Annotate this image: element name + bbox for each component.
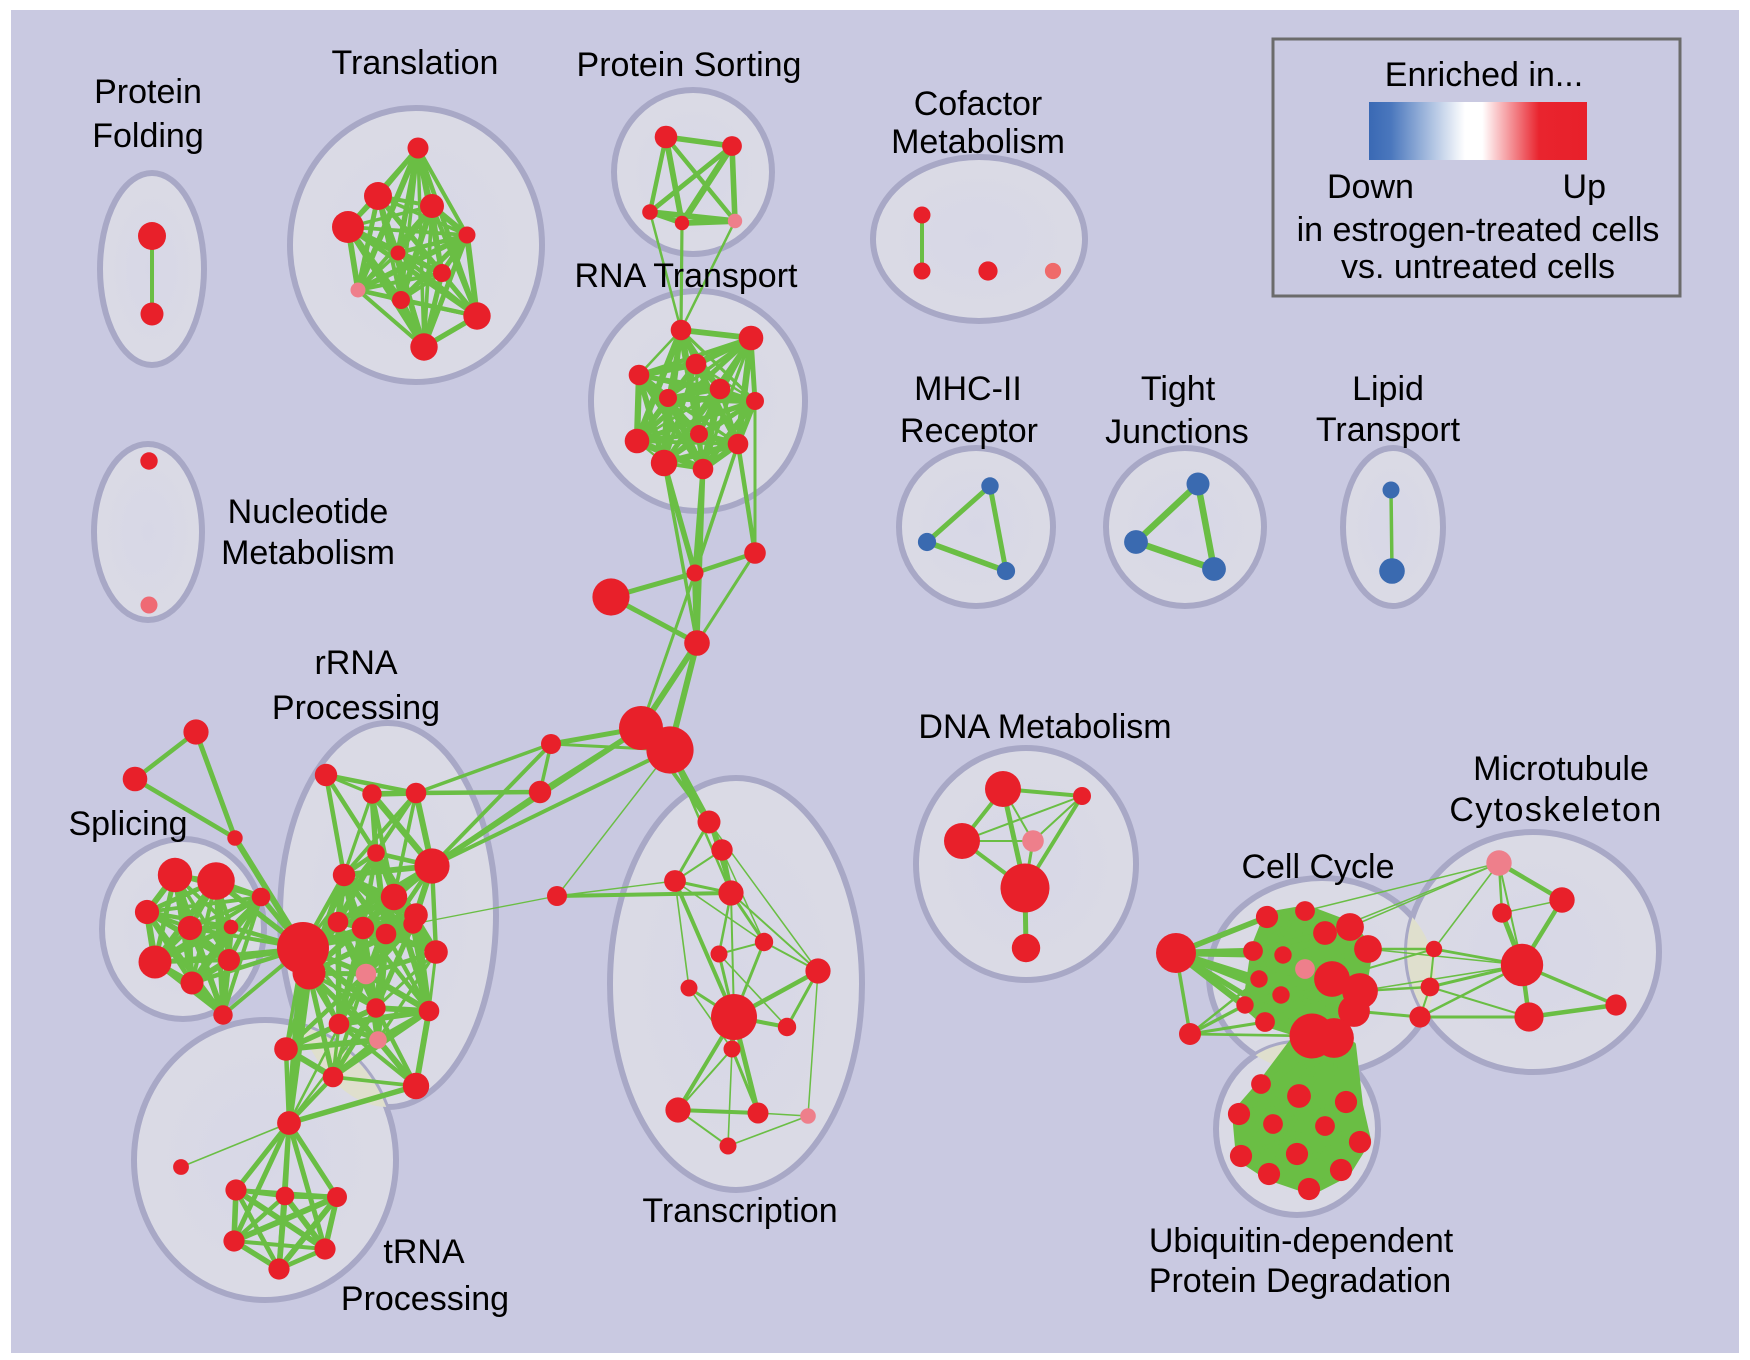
svg-text:Receptor: Receptor <box>900 412 1038 450</box>
svg-text:Transport: Transport <box>1316 411 1461 449</box>
svg-text:Cell Cycle: Cell Cycle <box>1241 848 1394 886</box>
svg-text:Splicing: Splicing <box>68 805 187 843</box>
svg-text:MHC-II: MHC-II <box>914 370 1022 408</box>
svg-text:Tight: Tight <box>1141 370 1216 408</box>
svg-text:tRNA: tRNA <box>383 1233 465 1271</box>
svg-text:Metabolism: Metabolism <box>221 534 395 572</box>
svg-text:RNA Transport: RNA Transport <box>575 257 799 295</box>
svg-text:in estrogen-treated cells: in estrogen-treated cells <box>1297 211 1660 249</box>
svg-text:Ubiquitin-dependent: Ubiquitin-dependent <box>1149 1222 1454 1260</box>
svg-text:Cofactor: Cofactor <box>914 85 1043 123</box>
svg-text:Junctions: Junctions <box>1105 413 1249 451</box>
svg-text:Up: Up <box>1563 168 1606 206</box>
svg-text:Protein Sorting: Protein Sorting <box>577 46 802 84</box>
svg-text:Transcription: Transcription <box>642 1192 837 1230</box>
svg-text:Cytoskeleton: Cytoskeleton <box>1449 791 1662 829</box>
svg-text:Processing: Processing <box>272 689 440 727</box>
svg-text:Translation: Translation <box>332 44 499 82</box>
svg-text:Protein Degradation: Protein Degradation <box>1149 1262 1451 1300</box>
svg-text:Metabolism: Metabolism <box>891 123 1065 161</box>
svg-text:Down: Down <box>1327 168 1414 206</box>
svg-text:Lipid: Lipid <box>1352 370 1424 408</box>
svg-text:Enriched in...: Enriched in... <box>1385 56 1583 94</box>
svg-text:Folding: Folding <box>92 117 204 155</box>
svg-text:vs. untreated cells: vs. untreated cells <box>1341 248 1615 286</box>
svg-text:Processing: Processing <box>341 1280 509 1318</box>
svg-text:Nucleotide: Nucleotide <box>228 493 389 531</box>
svg-text:Protein: Protein <box>94 73 202 111</box>
svg-text:Microtubule: Microtubule <box>1473 750 1649 788</box>
svg-text:rRNA: rRNA <box>314 644 397 682</box>
svg-text:DNA Metabolism: DNA Metabolism <box>918 708 1171 746</box>
